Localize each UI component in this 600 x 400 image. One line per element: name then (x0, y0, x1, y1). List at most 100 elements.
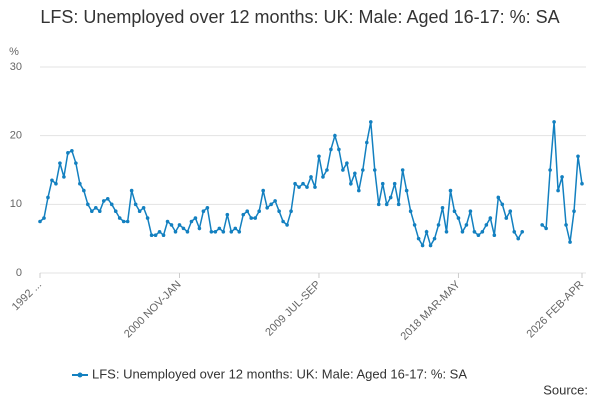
series-line (39, 121, 523, 248)
data-point (249, 216, 254, 220)
data-point (548, 168, 552, 172)
data-point (484, 223, 489, 227)
data-point (313, 185, 317, 189)
data-point (564, 223, 568, 227)
data-point (384, 202, 389, 207)
data-point (580, 181, 584, 186)
data-point (165, 219, 170, 224)
data-point (97, 209, 102, 213)
data-point (412, 223, 417, 227)
data-point (74, 161, 78, 165)
data-point (321, 175, 325, 179)
data-point (289, 209, 293, 213)
data-point (301, 181, 305, 186)
y-tick-label: 20 (10, 130, 22, 142)
data-point (345, 161, 349, 165)
data-point (169, 223, 174, 227)
data-point (349, 181, 353, 186)
data-point (404, 188, 409, 193)
data-point (145, 216, 150, 220)
series-line (541, 121, 583, 243)
data-point (66, 151, 70, 155)
data-point (113, 209, 118, 213)
data-point (229, 230, 234, 234)
data-point (368, 120, 373, 124)
data-point (265, 205, 269, 210)
data-point (221, 230, 226, 234)
data-point (496, 195, 501, 200)
data-point (556, 188, 560, 193)
data-point (109, 202, 114, 207)
data-point (237, 230, 242, 234)
data-point (424, 230, 429, 234)
data-point (488, 216, 493, 220)
data-point (568, 240, 572, 244)
data-point (492, 233, 497, 238)
data-point (293, 181, 297, 186)
x-tick-label: 2018 MAR-MAY (399, 278, 464, 343)
data-point (46, 195, 50, 200)
data-point (177, 223, 182, 227)
data-point (476, 233, 481, 238)
data-point (253, 216, 258, 220)
data-point (357, 188, 361, 193)
data-point (329, 147, 333, 152)
data-point (181, 226, 186, 231)
data-point (86, 202, 90, 207)
data-point (285, 223, 289, 227)
data-point (297, 185, 301, 189)
data-point (117, 216, 122, 220)
x-tick-label: 2026 FEB-APR (525, 279, 587, 341)
data-point (50, 178, 54, 183)
data-point (161, 233, 166, 238)
data-point (448, 188, 453, 193)
data-point (460, 230, 465, 234)
data-point (337, 147, 341, 152)
data-point (281, 219, 285, 224)
data-point (62, 175, 66, 179)
y-tick-label: 30 (10, 61, 22, 73)
data-point (241, 212, 246, 217)
data-point (392, 181, 397, 186)
data-point (273, 199, 277, 203)
data-point (436, 223, 441, 227)
data-point (245, 209, 250, 213)
data-point (408, 209, 413, 213)
data-point (572, 209, 576, 213)
data-point (197, 226, 202, 231)
data-point (277, 209, 281, 213)
data-point (464, 223, 469, 227)
data-point (576, 154, 580, 159)
data-point (42, 216, 46, 220)
source: Source: (543, 382, 588, 397)
data-point (269, 202, 273, 207)
data-point (205, 205, 210, 210)
data-point (157, 230, 162, 234)
data-point (133, 202, 138, 207)
data-point (333, 133, 337, 138)
data-point (125, 219, 130, 224)
data-point (452, 209, 457, 213)
data-point (520, 230, 525, 234)
data-point (500, 202, 505, 207)
data-point (376, 202, 381, 207)
legend-label: LFS: Unemployed over 12 months: UK: Male… (92, 366, 467, 381)
data-point (468, 209, 473, 213)
data-point (432, 236, 437, 241)
data-point (364, 140, 369, 145)
data-point (444, 230, 449, 234)
data-point (82, 188, 86, 193)
data-point (353, 171, 357, 176)
data-point (504, 216, 509, 220)
data-point (400, 168, 405, 172)
legend-marker (77, 372, 83, 378)
data-point (225, 212, 230, 217)
data-point (341, 168, 345, 172)
data-point (141, 205, 146, 210)
data-point (78, 181, 82, 186)
data-point (70, 148, 74, 153)
data-point (456, 216, 461, 220)
data-point (560, 175, 564, 179)
data-point (213, 230, 218, 234)
